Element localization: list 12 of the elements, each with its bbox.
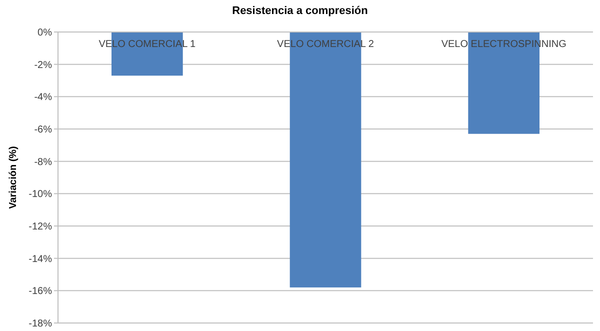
- y-tick-label: -8%: [34, 156, 52, 168]
- y-tick-label: -4%: [34, 92, 52, 104]
- y-tick-label: -10%: [28, 189, 52, 200]
- y-tick-label: -16%: [28, 286, 52, 298]
- y-tick-label: -14%: [28, 254, 52, 265]
- y-axis-title: Variación (%): [8, 146, 19, 209]
- y-tick-label: -12%: [28, 222, 52, 232]
- y-tick-label: -2%: [34, 60, 52, 71]
- chart-title: Resistencia a compresión: [232, 5, 368, 17]
- y-tick-label: 0%: [38, 28, 52, 38]
- y-tick-label: -18%: [28, 318, 52, 330]
- y-tick-label: -6%: [34, 124, 52, 136]
